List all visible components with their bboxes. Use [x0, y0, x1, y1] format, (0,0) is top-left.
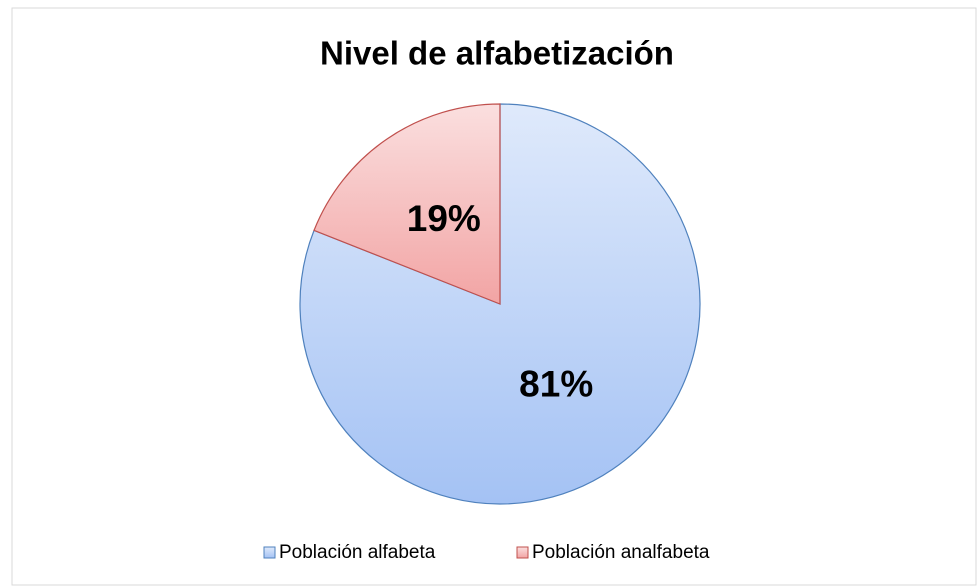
chart-title: Nivel de alfabetización: [320, 35, 674, 72]
legend-swatch: [516, 546, 529, 559]
legend-label: Población alfabeta: [279, 542, 436, 563]
legend-swatch: [263, 546, 276, 559]
pie-slice: [313, 103, 501, 305]
data-label: 19%: [407, 198, 481, 239]
data-label: 81%: [519, 363, 593, 404]
legend-label: Población analfabeta: [532, 542, 710, 563]
